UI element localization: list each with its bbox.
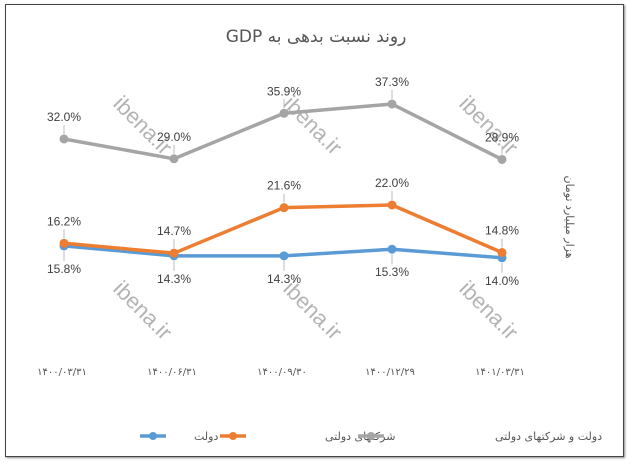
data-label: 14.0%	[485, 274, 519, 288]
x-tick-label: ۱۴۰۰/۰۹/۳۰	[257, 367, 307, 378]
legend-marker	[149, 432, 157, 440]
data-point	[497, 248, 507, 258]
x-tick-label: ۱۴۰۰/۱۲/۲۹	[365, 367, 415, 378]
data-point	[387, 200, 397, 210]
data-label: 15.3%	[375, 265, 409, 279]
data-label: 14.7%	[157, 224, 191, 238]
data-point	[279, 251, 289, 261]
legend-label: دولت	[194, 430, 218, 443]
data-label: 21.6%	[267, 179, 301, 193]
chart-frame	[5, 4, 624, 457]
data-label: 29.0%	[157, 130, 191, 144]
watermark-text: ibena.ir	[454, 91, 523, 160]
data-point	[279, 108, 289, 118]
series-3: 32.0% 29.0% 35.9% 37.3% 28.9%	[47, 75, 519, 164]
data-label: 15.8%	[47, 262, 81, 276]
data-label: 14.3%	[157, 272, 191, 286]
data-label: 32.0%	[47, 110, 81, 124]
data-label: 35.9%	[267, 84, 301, 98]
x-tick-label: ۱۴۰۰/۰۶/۳۱	[147, 367, 197, 378]
legend-marker	[229, 432, 237, 440]
x-tick-label: ۱۴۰۰/۰۳/۳۱	[37, 367, 87, 378]
data-point	[59, 238, 69, 248]
legend-label: دولت و شرکتهای دولتی	[495, 430, 602, 443]
series-2: 16.2% 14.7% 21.6% 22.0% 14.8%	[47, 176, 519, 258]
chart-title: روند نسبت بدهی به GDP	[226, 27, 407, 47]
y-axis-label: هزار میلیارد تومان	[563, 175, 576, 258]
legend-item: دولت و شرکتهای دولتی	[358, 430, 602, 443]
data-label: 14.8%	[485, 224, 519, 238]
data-label: 22.0%	[375, 176, 409, 190]
x-tick-label: ۱۴۰۱/۰۳/۳۱	[475, 367, 525, 378]
watermark-text: ibena.ir	[278, 91, 347, 160]
data-point	[279, 203, 289, 213]
legend-marker	[367, 432, 375, 440]
legend-item: دولت	[140, 430, 218, 443]
watermark-text: ibena.ir	[108, 276, 177, 345]
data-point	[387, 99, 397, 109]
data-point	[169, 154, 179, 164]
data-point	[497, 154, 507, 164]
watermark-text: ibena.ir	[278, 276, 347, 345]
data-point	[387, 244, 397, 254]
data-label: 37.3%	[375, 75, 409, 89]
series-line	[63, 203, 503, 255]
data-label: 16.2%	[47, 214, 81, 228]
data-point	[169, 248, 179, 258]
series-1: 15.8% 14.3% 14.3% 15.3% 14.0%	[47, 241, 519, 288]
data-point	[59, 134, 69, 144]
data-label: 28.9%	[485, 130, 519, 144]
data-label: 14.3%	[267, 272, 301, 286]
